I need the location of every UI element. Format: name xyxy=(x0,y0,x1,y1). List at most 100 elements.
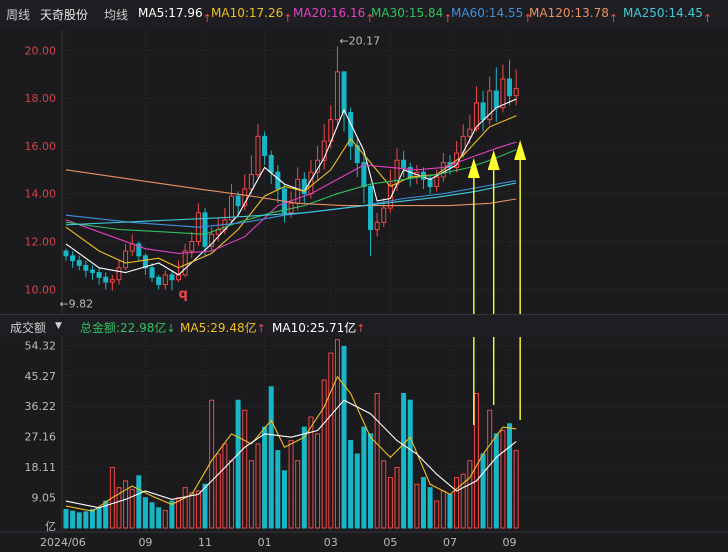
volume-ma10: MA10:25.71亿↑ xyxy=(272,321,366,335)
candle-body xyxy=(401,159,407,168)
volume-ma-line-ma10 xyxy=(65,399,517,509)
highlight-arrow-head xyxy=(487,150,500,170)
candle-body xyxy=(182,250,188,276)
volume-label[interactable]: 成交额 xyxy=(10,321,47,335)
up-arrow-icon: ↑ xyxy=(702,12,713,25)
volume-bar xyxy=(295,460,301,529)
candle-body xyxy=(248,174,254,190)
volume-bar xyxy=(89,509,95,529)
price-tick-label: 18.00 xyxy=(25,92,57,105)
chart-header: 周线 天奇股份 均线 MA5:17.96 ↑ MA10:17.26 ↑ MA20:16.… xyxy=(0,0,728,26)
candle-body xyxy=(136,243,142,257)
candle-body xyxy=(513,88,519,97)
price-tick-label: 16.00 xyxy=(25,140,57,153)
volume-bar xyxy=(189,492,195,529)
candle-body xyxy=(467,128,473,137)
candle-body xyxy=(76,260,82,266)
candle-body xyxy=(268,154,274,173)
candle-body xyxy=(321,140,327,161)
volume-bar xyxy=(341,345,347,529)
volume-bar xyxy=(447,493,453,529)
volume-bar xyxy=(401,392,407,529)
volume-bar xyxy=(387,477,393,529)
volume-bar xyxy=(328,352,334,529)
x-tick-label: 09 xyxy=(503,536,517,549)
volume-header: 成交额 ▼ 总金额:22.98亿↓ MA5:29.48亿↑ MA10:25.71… xyxy=(0,314,728,337)
volume-bar xyxy=(169,500,175,529)
volume-bar xyxy=(454,477,460,529)
volume-bar xyxy=(348,440,354,529)
candle-body xyxy=(374,221,380,231)
up-arrow-icon: ↑ xyxy=(443,12,453,25)
volume-bar xyxy=(242,409,248,529)
volume-bar xyxy=(467,460,473,529)
candle-body xyxy=(189,240,195,252)
volume-bar xyxy=(76,512,82,529)
volume-bar xyxy=(129,488,135,529)
marker-q: q xyxy=(179,287,188,302)
candle-body xyxy=(109,279,115,283)
volume-bar xyxy=(434,500,440,529)
candle-body xyxy=(63,250,69,257)
candle-body xyxy=(235,195,241,207)
volume-bar xyxy=(248,460,254,529)
price-ma-line-ma5 xyxy=(65,98,517,276)
x-tick-label: 05 xyxy=(383,536,397,549)
volume-bar xyxy=(480,453,486,529)
candle-body xyxy=(70,255,76,262)
ma-legend-item: MA10:17.26 ↑ xyxy=(211,6,293,25)
volume-bar xyxy=(83,511,89,529)
volume-bar xyxy=(493,433,499,529)
highlight-arrow-head xyxy=(514,140,527,160)
ma-legend-item: MA60:14.55 ↑ xyxy=(451,6,533,25)
candle-body xyxy=(341,71,347,113)
volume-bar xyxy=(500,429,506,529)
volume-bar xyxy=(321,379,327,529)
ma-legend-item: MA30:15.84 ↑ xyxy=(371,6,453,25)
price-tick-label: 10.00 xyxy=(25,283,57,296)
ma-legend-item: MA250:14.45 ↑ xyxy=(623,6,713,25)
candle-body xyxy=(368,186,374,231)
candle-body xyxy=(480,102,486,121)
candle-body xyxy=(89,269,95,274)
candle-body xyxy=(116,267,122,281)
volume-tick-label: 54.32 xyxy=(25,339,57,352)
price-ma-line-ma20 xyxy=(65,141,517,254)
volume-bar xyxy=(268,386,274,529)
volume-bar xyxy=(440,490,446,529)
ma-legend-item: MA120:13.78 ↑ xyxy=(529,6,619,25)
candle-body xyxy=(507,78,513,97)
ma-label[interactable]: 均线 xyxy=(104,8,129,22)
candle-body xyxy=(83,264,89,271)
stock-name: 天奇股份 xyxy=(40,8,89,22)
volume-bar xyxy=(262,426,268,529)
volume-bar xyxy=(182,487,188,529)
volume-bar xyxy=(123,480,129,529)
volume-bar xyxy=(235,399,241,529)
volume-bar xyxy=(162,510,168,529)
volume-bar xyxy=(407,399,413,529)
volume-bar xyxy=(142,497,148,529)
candle-body xyxy=(381,207,387,223)
candle-body xyxy=(169,274,175,281)
volume-tick-label: 27.16 xyxy=(25,431,57,444)
candle-body xyxy=(255,135,261,176)
x-tick-label: 01 xyxy=(258,536,272,549)
volume-bar xyxy=(315,433,321,529)
chevron-down-icon[interactable]: ▼ xyxy=(55,321,62,331)
x-tick-label: 07 xyxy=(443,536,457,549)
price-ma-line-ma120 xyxy=(65,169,517,207)
candle-body xyxy=(275,171,281,190)
volume-bar xyxy=(361,426,367,529)
volume-bar xyxy=(202,483,208,529)
volume-bar xyxy=(374,392,380,529)
volume-bar xyxy=(308,416,314,529)
high-annotation: ←20.17 xyxy=(339,34,380,47)
up-arrow-icon: ↑ xyxy=(283,12,293,25)
volume-tick-label: 36.22 xyxy=(25,400,57,413)
up-arrow-icon: ↑ xyxy=(523,12,533,25)
volume-bar xyxy=(275,450,281,529)
candle-body xyxy=(229,195,234,221)
volume-bar xyxy=(222,443,228,529)
period-label[interactable]: 周线 xyxy=(6,8,31,22)
